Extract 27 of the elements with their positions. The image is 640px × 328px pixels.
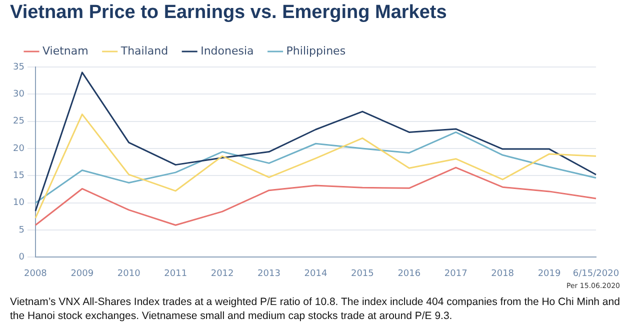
chart-title: Vietnam Price to Earnings vs. Emerging Markets [10,2,447,24]
x-tick-label: 6/15/2020 [572,268,620,279]
y-tick-label: 5 [18,225,24,236]
y-tick-label: 20 [13,144,25,154]
x-tick-label: 2012 [210,268,234,279]
legend-label: Indonesia [200,44,254,58]
x-tick-label: 2016 [398,268,421,279]
x-tick-label: 2015 [350,268,374,279]
x-tick-label: 2019 [538,268,562,279]
x-tick-label: 2011 [164,268,188,279]
x-tick-label: 2017 [444,268,468,279]
x-tick-label: 2018 [491,268,514,279]
y-tick-label: 10 [13,198,25,208]
legend-label: Philippines [286,44,346,58]
legend-label: Vietnam [42,44,88,58]
y-tick-label: 25 [13,116,24,127]
y-tick-label: 15 [13,171,24,182]
x-tick-label: 2009 [70,268,94,279]
x-tick-label: 2008 [24,268,48,279]
y-tick-label: 30 [13,90,25,100]
text: Vietnam’s VNX All-Shares Index trades at a weighted P/E ratio of 10.8. The index include 404 companies from the Ho Chi Minh and the Hanoi stock exchanges. Vietnamese small and medium cap stocks trade at around P/E 9.3. [10,295,621,323]
x-tick-label: 2014 [304,268,328,279]
x-tick-label: 2010 [117,268,141,279]
x-tick-label: 2013 [258,268,280,279]
legend-label: Thailand [120,44,168,58]
y-tick-label: 0 [18,252,25,263]
y-tick-label: 35 [13,62,24,72]
